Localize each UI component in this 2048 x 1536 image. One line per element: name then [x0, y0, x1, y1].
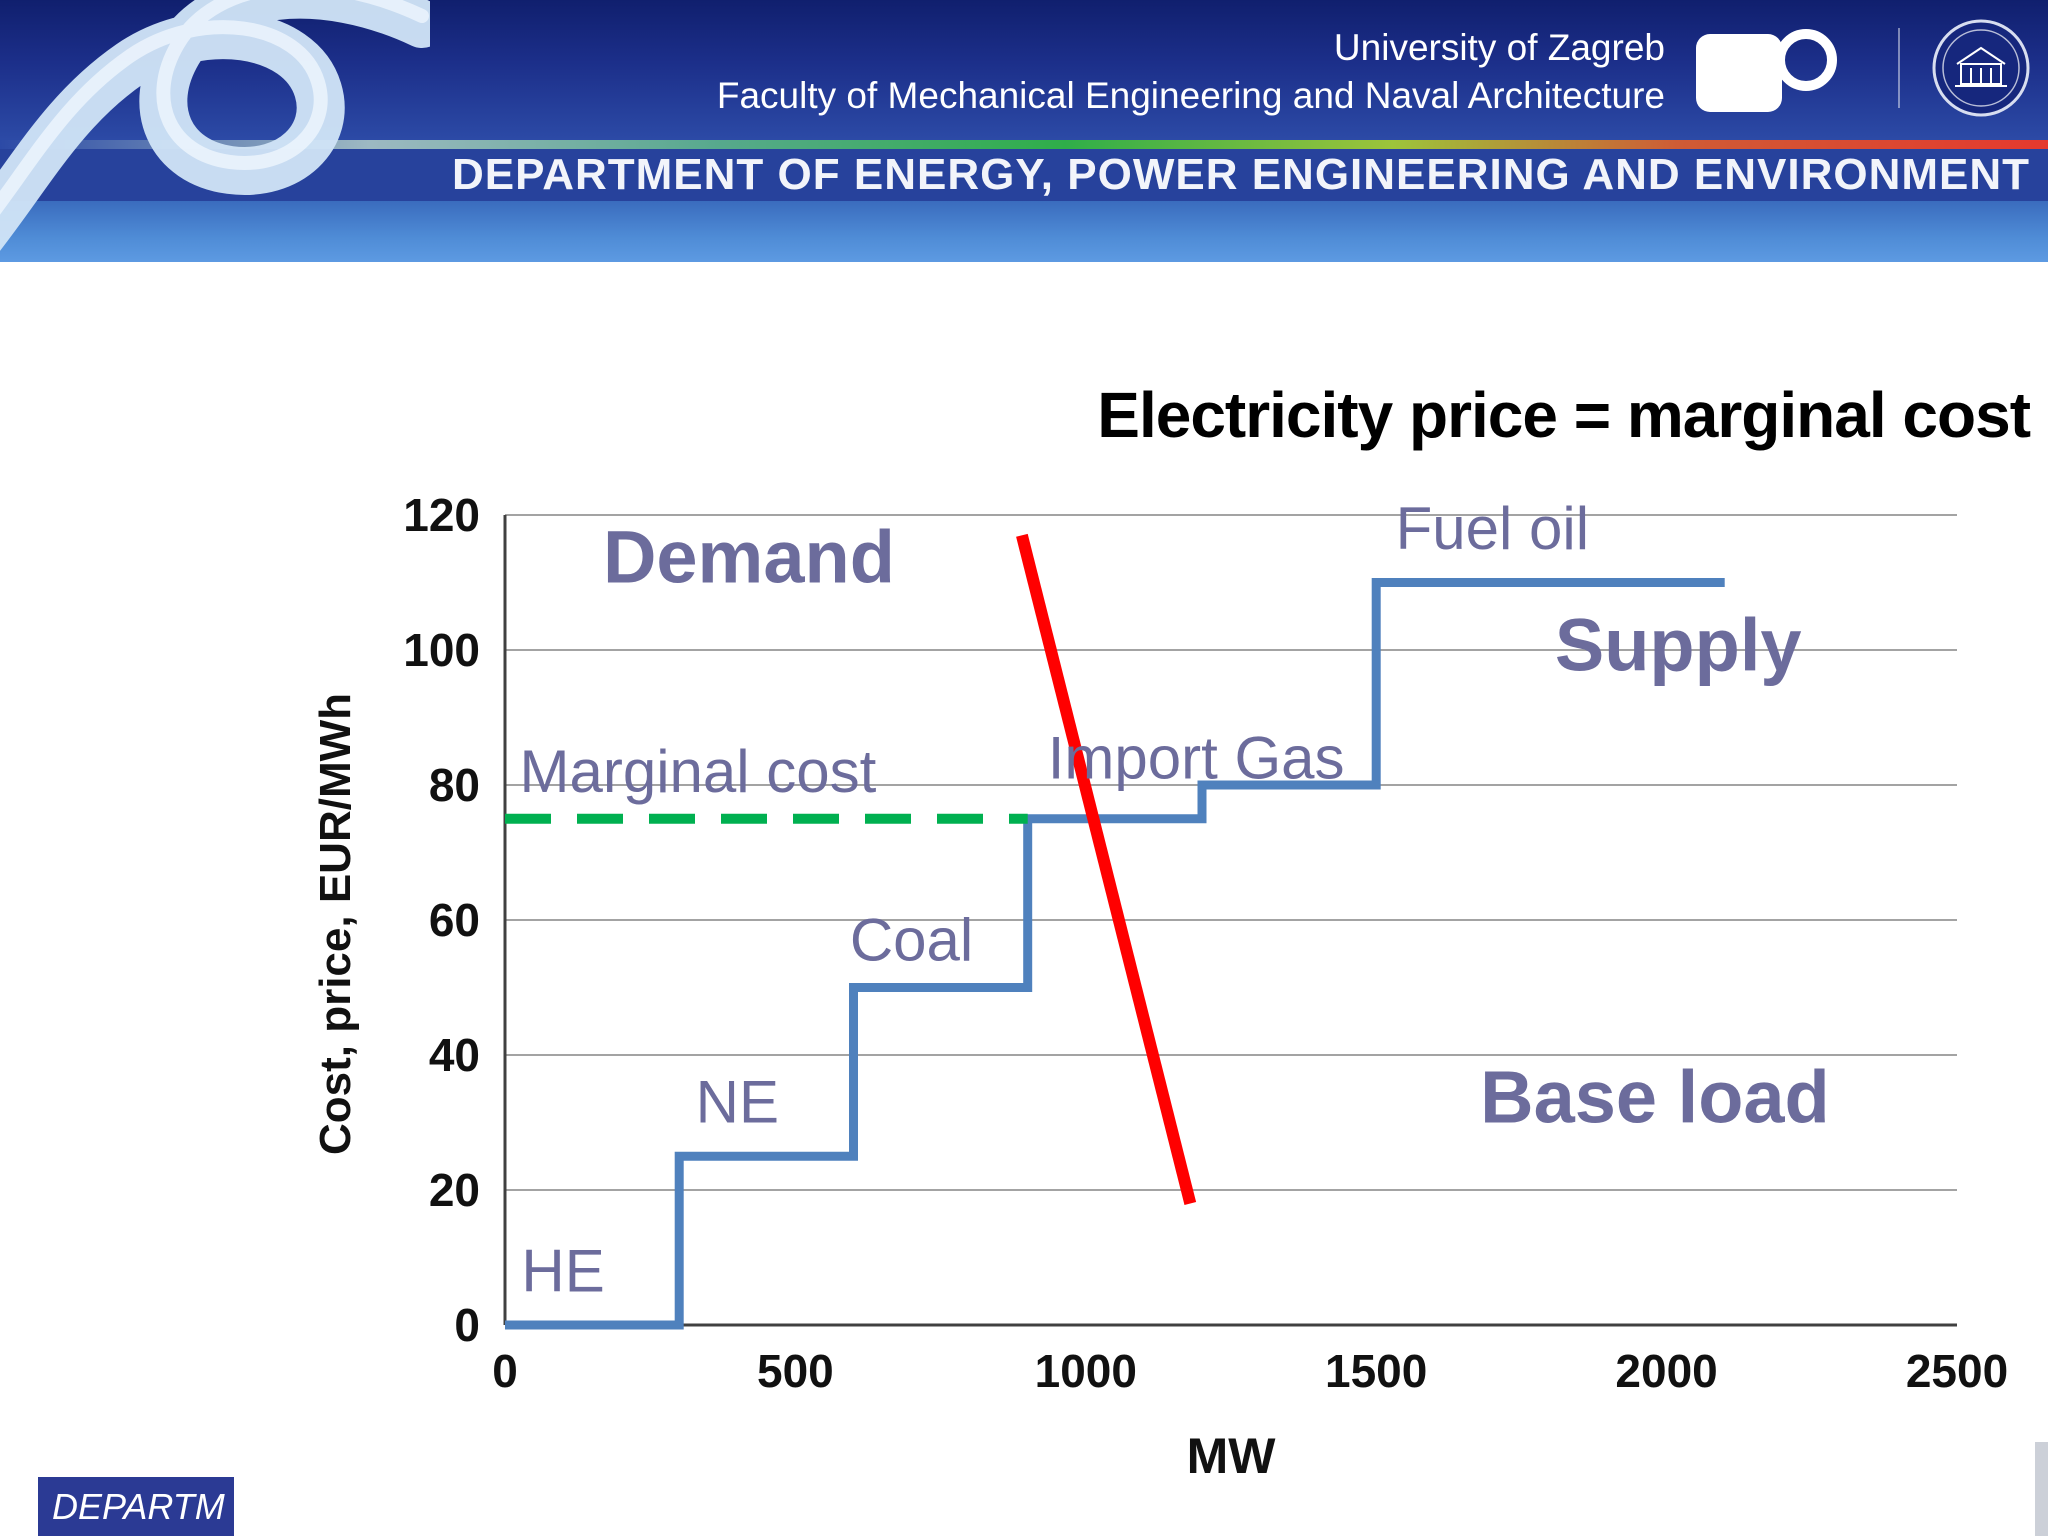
chart-title: Electricity price = marginal cost	[1097, 379, 2031, 451]
y-tick-label: 80	[429, 759, 480, 811]
series-demand	[1016, 533, 1197, 1205]
header-color-stripe	[0, 140, 2048, 149]
annotation-he: HE	[521, 1237, 604, 1304]
seal-inner-ring	[1942, 29, 2020, 107]
annotation-ne: NE	[696, 1069, 779, 1136]
x-tick-label: 2500	[1906, 1345, 2008, 1397]
header-bottom-band	[0, 201, 2048, 262]
faculty-name: Faculty of Mechanical Engineering and Na…	[716, 75, 1665, 117]
x-tick-label: 2000	[1615, 1345, 1717, 1397]
y-tick-label: 120	[403, 489, 480, 541]
footer-department-text: DEPARTM	[52, 1486, 225, 1527]
department-banner: DEPARTMENT OF ENERGY, POWER ENGINEERING …	[0, 149, 2048, 201]
university-name: University of Zagreb	[1333, 27, 1665, 68]
x-tick-label: 1500	[1325, 1345, 1427, 1397]
x-tick-label: 500	[757, 1345, 834, 1397]
seal-roof	[1956, 46, 2006, 65]
faculty-logo	[1696, 29, 1837, 112]
annotation-base-load: Base load	[1480, 1056, 1830, 1139]
annotation-import-gas: Import Gas	[1048, 724, 1345, 791]
header-divider	[1898, 28, 1900, 108]
faculty-logo-ring	[1775, 29, 1837, 91]
university-header: University of Zagreb Faculty of Mechanic…	[717, 24, 1665, 120]
annotation-coal: Coal	[850, 907, 973, 974]
e-logo-highlight	[0, 0, 429, 215]
y-tick-label: 100	[403, 624, 480, 676]
annotation-demand: Demand	[603, 516, 895, 599]
y-tick-label: 60	[429, 894, 480, 946]
e-logo	[0, 0, 430, 251]
university-seal-icon	[1932, 19, 2030, 117]
x-tick-label: 0	[492, 1345, 518, 1397]
department-banner-text: DEPARTMENT OF ENERGY, POWER ENGINEERING …	[452, 150, 2030, 199]
y-tick-label: 20	[429, 1164, 480, 1216]
annotation-fuel-oil: Fuel oil	[1396, 495, 1589, 562]
page-edge	[2035, 1442, 2048, 1536]
y-tick-label: 0	[454, 1299, 480, 1351]
x-tick-label: 1000	[1035, 1345, 1137, 1397]
y-tick-label: 40	[429, 1029, 480, 1081]
faculty-logo-square	[1696, 34, 1782, 112]
footer-department-box: DEPARTM	[38, 1477, 234, 1536]
x-axis-label: MW	[1187, 1428, 1277, 1484]
series-supply	[505, 578, 1725, 1330]
annotation-supply: Supply	[1555, 603, 1802, 686]
annotation-marginal-cost: Marginal cost	[520, 738, 877, 805]
